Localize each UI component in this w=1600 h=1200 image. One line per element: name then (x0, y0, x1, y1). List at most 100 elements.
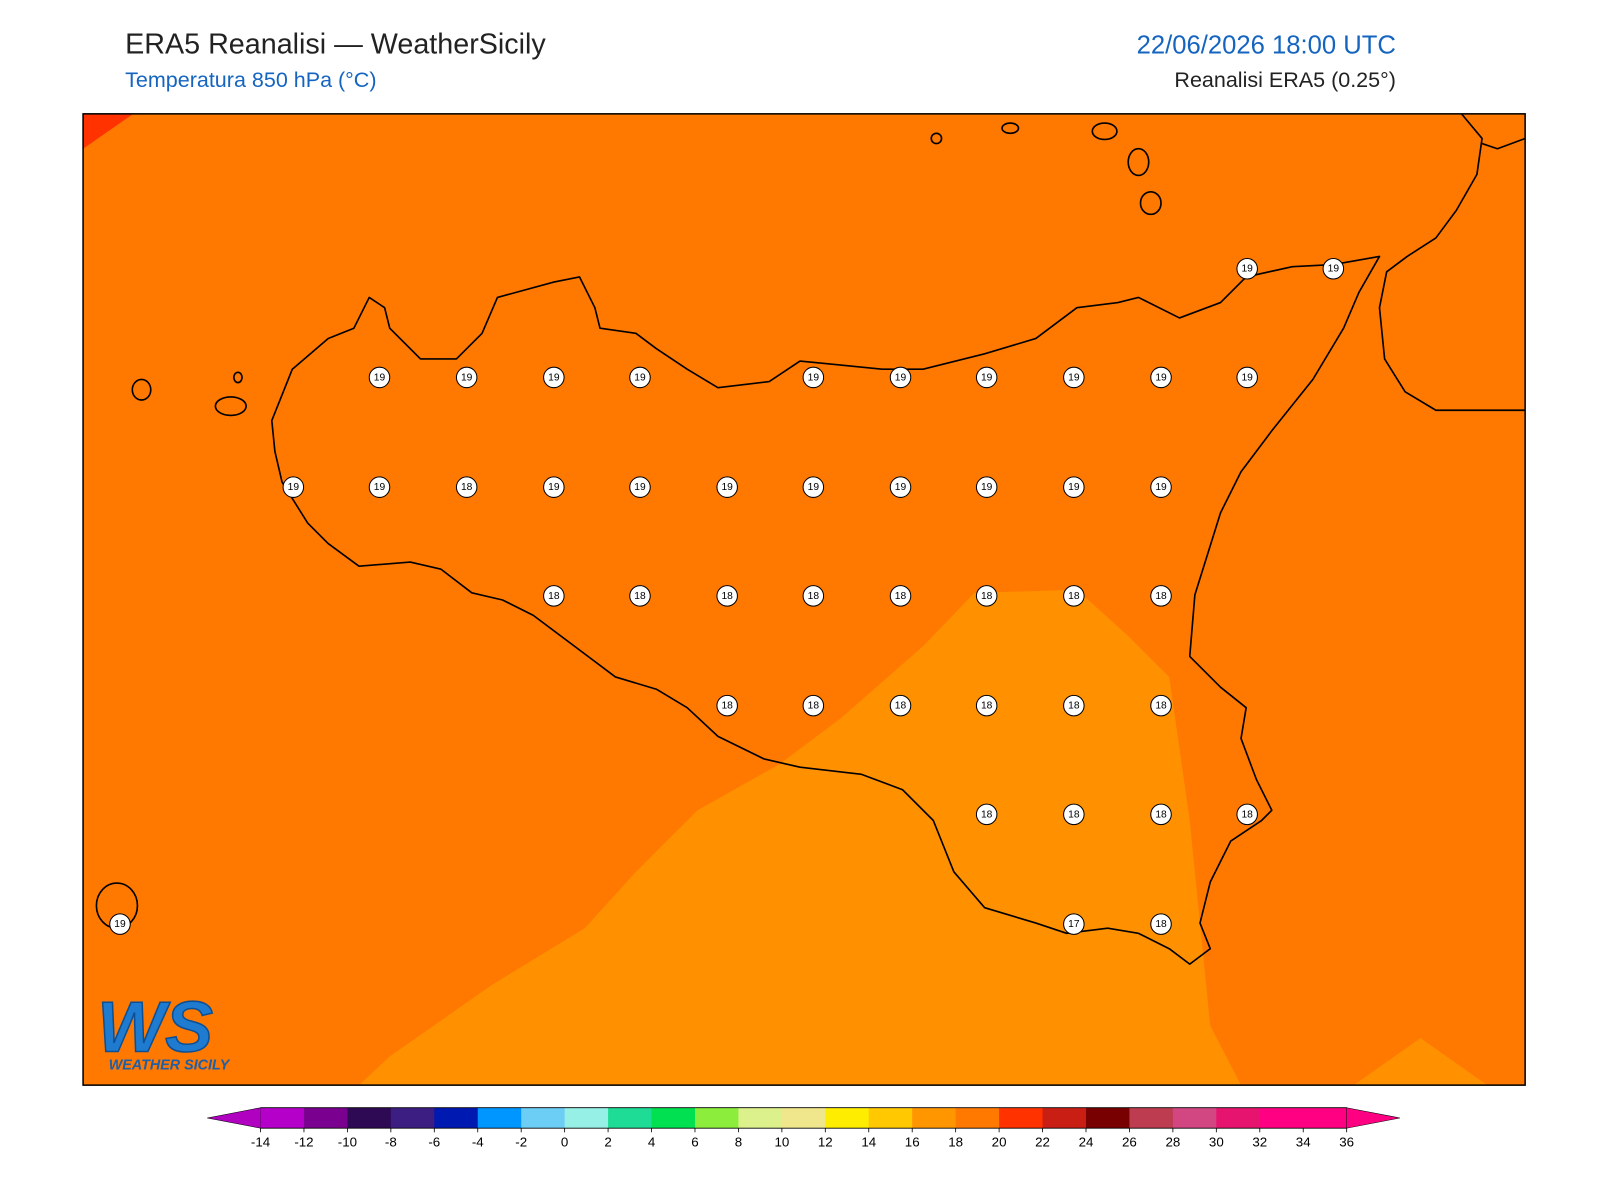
station-value: 18 (981, 591, 993, 602)
station-value: 18 (1155, 809, 1167, 820)
station-marker (1063, 694, 1085, 717)
colorbar-band (694, 1107, 739, 1129)
station-value: 18 (1068, 701, 1080, 712)
calabria-coast (1481, 137, 1526, 150)
station-marker (1322, 257, 1345, 280)
station-value: 18 (1241, 809, 1253, 820)
temperature-field (358, 589, 1242, 1086)
colorbar-band (1085, 1107, 1130, 1129)
station-marker (1150, 476, 1172, 498)
station-value: 19 (1241, 372, 1253, 383)
map: 19 19 19 19 19 19 19 19 19 19 19 19 19 19 18 19 19 19 19 19… (82, 113, 1526, 1086)
station-marker (1236, 366, 1258, 389)
colorbar-band (1042, 1107, 1087, 1129)
colorbar-tick-label: -2 (515, 1135, 527, 1150)
colorbar-band (781, 1107, 826, 1129)
station-marker (716, 585, 738, 607)
station-value: 18 (1068, 591, 1080, 602)
station-value: 19 (981, 372, 993, 383)
colorbar-over (1346, 1107, 1401, 1129)
colorbar-band (738, 1107, 783, 1129)
station-value: 18 (548, 591, 560, 602)
colorbar-tick-label: 22 (1035, 1135, 1050, 1150)
colorbar-tick-label: 36 (1339, 1135, 1354, 1150)
logo-text: WEATHER SICILY (109, 1058, 231, 1074)
colorbar-tick-label: 0 (561, 1135, 568, 1150)
colorbar-tick-label: 24 (1079, 1135, 1094, 1150)
colorbar-tick-label: 28 (1165, 1135, 1180, 1150)
station-value: 19 (895, 372, 907, 383)
station-value: 19 (1241, 264, 1253, 275)
colorbar-tick-label: -6 (428, 1135, 440, 1150)
station-marker (802, 694, 825, 717)
sicily-coast (270, 255, 1381, 965)
station-marker (716, 476, 738, 498)
colorbar-tick-label: -4 (472, 1135, 484, 1150)
station-marker (889, 585, 912, 607)
station-marker (802, 366, 825, 389)
station-value: 19 (808, 482, 820, 493)
station-marker (1236, 257, 1258, 280)
logo: WS WEATHER SICILY (97, 987, 231, 1074)
colorbar-band (260, 1107, 305, 1129)
colorbar-tick-label: -10 (338, 1135, 357, 1150)
station-value: 19 (374, 372, 386, 383)
station-value: 18 (721, 591, 733, 602)
colorbar-tick-label: -8 (385, 1135, 397, 1150)
colorbar-band (651, 1107, 696, 1129)
colorbar: -14 -12 -10 -8 -6 -4 -2 0 2 4 6 8 10 12 14 16 18 20 22 24 26… (207, 1107, 1401, 1150)
station-marker (543, 585, 565, 607)
colorbar-band (1259, 1107, 1304, 1129)
station-value: 18 (461, 482, 473, 493)
colorbar-tick-label: 14 (861, 1135, 876, 1150)
colorbar-band (1303, 1107, 1348, 1129)
station-marker (1236, 803, 1258, 826)
station-value: 19 (808, 372, 820, 383)
station-value: 19 (895, 482, 907, 493)
station-value: 18 (1155, 919, 1167, 930)
station-marker (368, 476, 391, 498)
station-value: 18 (895, 701, 907, 712)
station-value: 18 (1155, 701, 1167, 712)
station-marker (455, 476, 478, 498)
model: Reanalisi ERA5 (0.25°) (1174, 68, 1395, 92)
station-value: 19 (1328, 264, 1340, 275)
station-marker (889, 694, 912, 717)
station-marker (368, 366, 391, 389)
colorbar-outline (260, 1107, 1347, 1129)
colorbar-tick-label: 32 (1252, 1135, 1267, 1150)
station-marker (1150, 803, 1172, 826)
colorbar-band (1216, 1107, 1261, 1129)
colorbar-tick-label: -14 (251, 1135, 271, 1150)
temperature-field (83, 113, 134, 149)
colorbar-band (390, 1107, 435, 1129)
station-value: 19 (1155, 372, 1167, 383)
colorbar-under (207, 1107, 261, 1129)
station-marker (455, 366, 478, 389)
colorbar-tick-label: 26 (1122, 1135, 1137, 1150)
station-value: 18 (1068, 809, 1080, 820)
station-marker (716, 694, 738, 717)
station-marker (282, 476, 305, 498)
station-marker (802, 585, 825, 607)
colorbar-band (955, 1107, 1000, 1129)
colorbar-band (347, 1107, 392, 1129)
station-marker (975, 694, 998, 717)
station-marker (975, 476, 998, 498)
station-marker (1150, 366, 1172, 389)
station-marker (629, 585, 651, 607)
station-marker (802, 476, 825, 498)
station-value: 18 (634, 591, 646, 602)
colorbar-tick-label: 30 (1209, 1135, 1224, 1150)
colorbar-tick-label: 12 (818, 1135, 833, 1150)
colorbar-tick-label: 18 (948, 1135, 963, 1150)
station-value: 19 (374, 482, 386, 493)
calabria-coast (1378, 113, 1526, 412)
colorbar-band (608, 1107, 653, 1129)
station-marker (543, 476, 565, 498)
station-value: 19 (288, 482, 300, 493)
colorbar-tick-label: 8 (735, 1135, 742, 1150)
colorbar-band (825, 1107, 870, 1129)
